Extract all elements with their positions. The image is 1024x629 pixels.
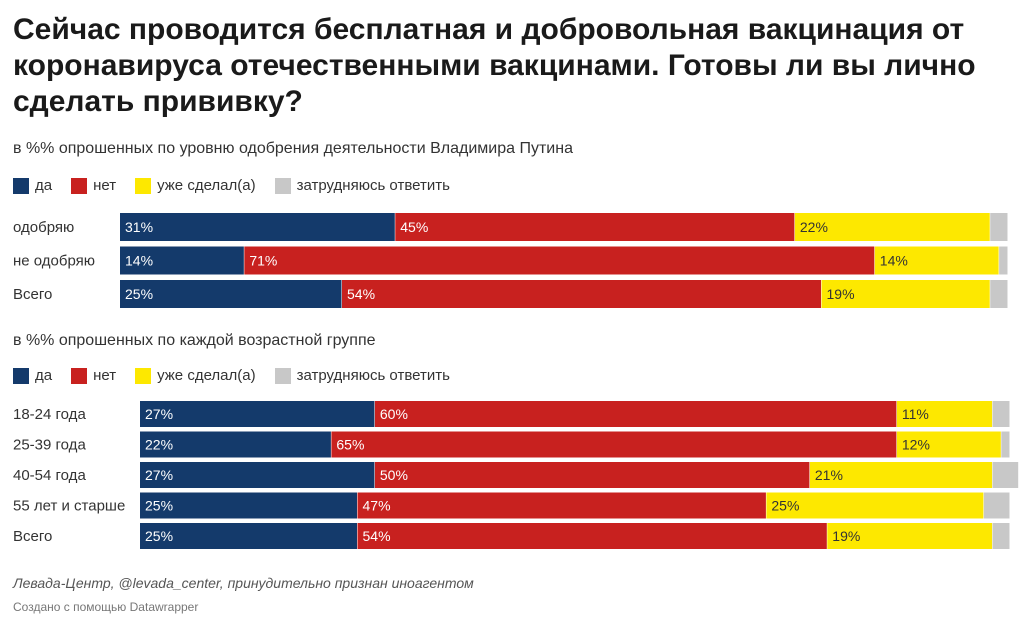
- legend-label: затрудняюсь ответить: [296, 177, 450, 194]
- value-label: 27%: [145, 467, 173, 483]
- bar-segment: [374, 401, 897, 427]
- legend-item-da: да: [13, 367, 52, 384]
- value-label: 71%: [249, 253, 277, 269]
- bar-segment: [120, 280, 342, 308]
- bar-segment: [999, 246, 1008, 275]
- bar-segment: [990, 213, 1008, 241]
- bar-segment: [120, 213, 395, 241]
- value-label: 60%: [380, 406, 408, 422]
- value-label: 54%: [347, 286, 375, 302]
- legend-item-zatrudnyayus: затрудняюсь ответить: [274, 367, 450, 384]
- category-label: не одобряю: [13, 253, 95, 270]
- chart-1-legend: да нет уже сделал(а) затрудняюсь ответит…: [13, 177, 469, 194]
- bar-segment: [809, 462, 993, 488]
- legend-item-uzhe-sdelal: уже сделал(а): [135, 177, 256, 194]
- value-label: 22%: [800, 219, 828, 235]
- bar-segment: [357, 492, 766, 519]
- legend-item-zatrudnyayus: затрудняюсь ответить: [274, 177, 450, 194]
- legend-swatch: [274, 367, 291, 384]
- value-label: 12%: [902, 437, 930, 453]
- bar-segment: [395, 213, 795, 241]
- bar-segment: [992, 523, 1010, 549]
- value-label: 45%: [400, 219, 428, 235]
- bar-segment: [896, 401, 993, 427]
- value-label: 27%: [145, 406, 173, 422]
- value-label: 65%: [336, 437, 364, 453]
- value-label: 25%: [771, 498, 799, 514]
- bar-segment: [140, 492, 357, 519]
- bar-segment: [992, 401, 1010, 427]
- bar-segment: [874, 246, 999, 275]
- value-label: 50%: [380, 467, 408, 483]
- bar-segment: [357, 523, 827, 549]
- category-label: 18-24 года: [13, 406, 86, 423]
- bar-segment: [896, 431, 1001, 458]
- bar-segment: [244, 246, 875, 275]
- bar-segment: [342, 280, 822, 308]
- legend-item-da: да: [13, 177, 52, 194]
- bar-segment: [992, 462, 1019, 488]
- bar-segment: [1001, 431, 1010, 458]
- bar-segment: [794, 213, 990, 241]
- legend-label: нет: [93, 177, 117, 194]
- chart-1-approval: одобряю 31% 45% 22% не одобряю 14% 71% 14% Всего…: [13, 213, 1008, 308]
- bar-segment: [766, 492, 984, 519]
- legend-label: уже сделал(а): [157, 177, 256, 194]
- legend-label: затрудняюсь ответить: [296, 367, 450, 384]
- chart-2-legend: да нет уже сделал(а) затрудняюсь ответит…: [13, 367, 469, 384]
- value-label: 25%: [145, 528, 173, 544]
- value-label: 19%: [832, 528, 860, 544]
- legend-label: уже сделал(а): [157, 367, 256, 384]
- value-label: 54%: [363, 528, 391, 544]
- source-note: Левада-Центр, @levada_center, принудител…: [13, 575, 474, 591]
- legend-label: да: [35, 177, 53, 194]
- value-label: 19%: [827, 286, 855, 302]
- bar-segment: [140, 401, 375, 427]
- bar-segment: [821, 280, 990, 308]
- bar-segment: [140, 523, 357, 549]
- value-label: 25%: [145, 498, 173, 514]
- value-label: 21%: [815, 467, 843, 483]
- value-label: 31%: [125, 219, 153, 235]
- chart-1-subtitle: в %% опрошенных по уровню одобрения деят…: [13, 140, 573, 157]
- value-label: 25%: [125, 286, 153, 302]
- chart-title: Сейчас проводится бесплатная и доброволь…: [13, 13, 976, 118]
- value-label: 14%: [880, 253, 908, 269]
- category-label: Всего: [13, 528, 52, 545]
- category-label: 55 лет и старше: [13, 498, 125, 515]
- legend-swatch: [135, 367, 152, 384]
- bar-segment: [140, 462, 375, 488]
- legend-swatch: [135, 177, 152, 194]
- value-label: 47%: [363, 498, 391, 514]
- legend-swatch: [13, 177, 29, 194]
- chart-2-age: 18-24 года 27% 60% 11% 25-39 года 22% 65% 12% 40…: [13, 401, 1019, 549]
- legend-item-uzhe-sdelal: уже сделал(а): [135, 367, 256, 384]
- legend-item-net: нет: [71, 177, 116, 194]
- legend-label: нет: [93, 367, 117, 384]
- credit-note: Создано с помощью Datawrapper: [13, 600, 199, 614]
- legend-swatch: [13, 367, 29, 384]
- legend-swatch: [274, 177, 291, 194]
- value-label: 22%: [145, 437, 173, 453]
- value-label: 11%: [902, 406, 929, 422]
- value-label: 14%: [125, 253, 153, 269]
- bar-segment: [120, 246, 244, 275]
- bar-segment: [331, 431, 897, 458]
- legend-swatch: [71, 177, 88, 194]
- category-label: 25-39 года: [13, 437, 86, 454]
- bar-segment: [990, 280, 1008, 308]
- legend-item-net: нет: [71, 367, 116, 384]
- legend-label: да: [35, 367, 53, 384]
- category-label: Всего: [13, 286, 52, 303]
- bar-segment: [983, 492, 1010, 519]
- chart-2-subtitle: в %% опрошенных по каждой возрастной гру…: [13, 332, 376, 349]
- bar-segment: [140, 431, 331, 458]
- bar-segment: [827, 523, 993, 549]
- category-label: 40-54 года: [13, 467, 86, 484]
- bar-segment: [374, 462, 810, 488]
- legend-swatch: [71, 367, 88, 384]
- category-label: одобряю: [13, 219, 74, 236]
